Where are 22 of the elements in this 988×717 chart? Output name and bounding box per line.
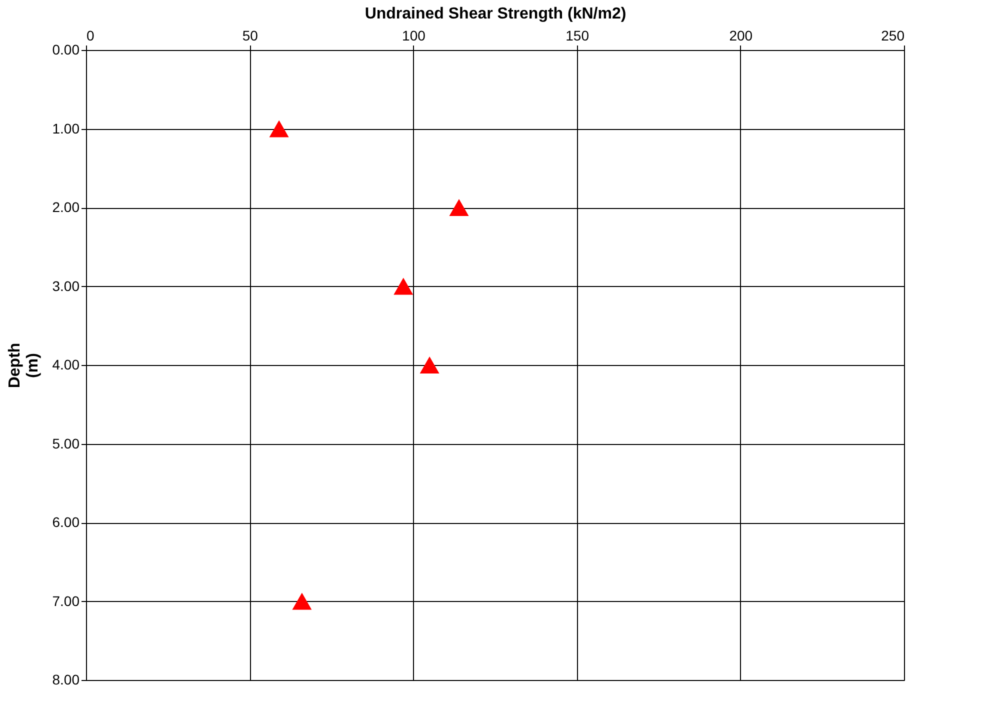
x-tick-label: 50: [242, 28, 258, 44]
y-tick-label: 7.00: [52, 592, 80, 609]
y-tick-label: 1.00: [52, 120, 80, 136]
y-tick-label: 4.00: [52, 356, 80, 372]
x-tick-label: 100: [402, 28, 426, 44]
x-tick-label: 200: [729, 28, 753, 44]
y-axis-title: Depth (m): [6, 342, 42, 388]
point: [449, 199, 469, 216]
y-tick-label: 2.00: [52, 199, 80, 215]
y-tick-label: 6.00: [52, 514, 80, 530]
y-tick-label: 0.00: [52, 42, 80, 58]
y-tick-label: 8.00: [52, 672, 80, 688]
y-tick-label: 3.00: [52, 278, 80, 294]
point: [269, 120, 289, 138]
y-tick-label: 5.00: [52, 435, 80, 452]
x-tick-label: 150: [566, 28, 590, 44]
x-axis-title: Undrained Shear Strength (kN/m2): [364, 6, 626, 22]
point: [394, 278, 414, 295]
x-tick-label: 250: [881, 28, 905, 44]
x-tick-label: 0: [86, 28, 94, 44]
point: [420, 356, 440, 374]
point: [292, 592, 312, 610]
